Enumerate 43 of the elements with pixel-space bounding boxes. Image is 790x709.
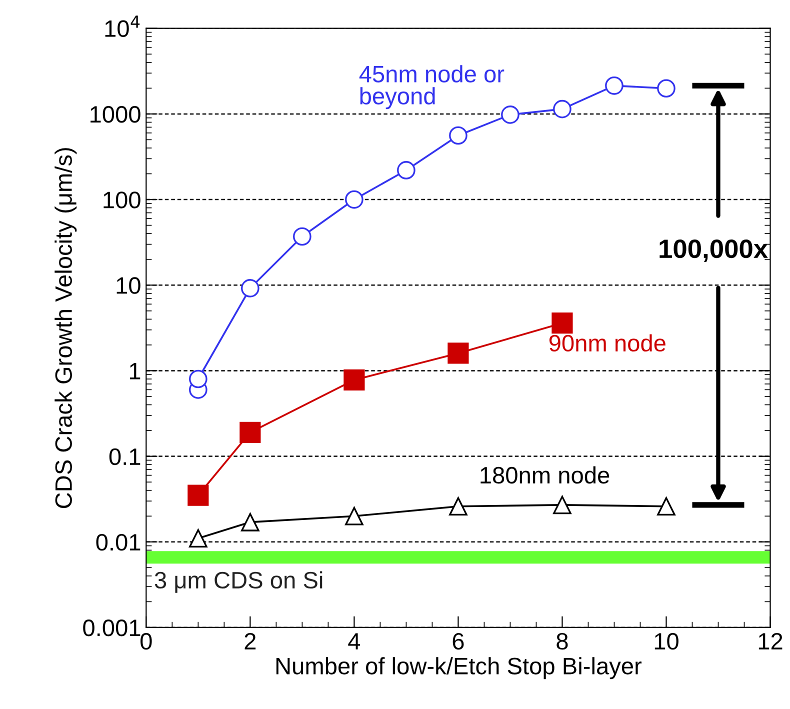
point: [397, 161, 416, 180]
annotation: 100,000x: [660, 239, 768, 262]
y-tick-label: 1: [130, 363, 140, 380]
point: [657, 79, 676, 98]
y-tick-label: 1000: [90, 106, 140, 123]
point: [188, 370, 208, 388]
x-tick-label: 0: [140, 632, 152, 650]
point: [240, 422, 261, 443]
x-tick-label: 2: [244, 632, 256, 650]
point: [188, 529, 208, 548]
point: [448, 342, 469, 364]
y-tick-label: 10: [116, 277, 140, 294]
point: [553, 496, 572, 514]
point: [449, 497, 468, 516]
series-label: 180nm node: [480, 466, 610, 484]
point: [188, 484, 209, 506]
y-tick-label: 0.001: [83, 620, 140, 636]
point: [501, 106, 520, 124]
point: [344, 369, 365, 390]
point: [449, 126, 468, 145]
y-axis-title: CDS Crack Growth Velocity (μm/s): [54, 148, 77, 508]
point: [552, 312, 573, 334]
ref-line-label: 3 μm CDS on Si: [154, 571, 322, 593]
x-tick-label: 4: [348, 633, 360, 650]
point: [657, 497, 676, 516]
point: [345, 506, 364, 526]
x-axis-title: Number of low-k/Etch Stop Bi-layer: [276, 657, 642, 680]
y-tick-label: 100: [104, 192, 140, 208]
point: [241, 279, 260, 298]
y-tick-label: 10$^{4}$: [105, 16, 140, 37]
x-tick-label: 10: [654, 632, 678, 650]
x-tick-label: 8: [556, 632, 568, 650]
point: [293, 227, 312, 246]
y-tick-label: 0.1: [109, 448, 140, 466]
y-tick-label: 0.01: [96, 534, 140, 551]
x-tick-label: 12: [758, 632, 782, 650]
point: [241, 512, 260, 532]
x-tick-label: 6: [452, 632, 464, 650]
point: [605, 76, 624, 95]
series-label: 45nm node or beyond: [359, 65, 504, 110]
point: [345, 190, 364, 209]
series-label: 90nm node: [549, 334, 666, 352]
point: [553, 100, 572, 118]
